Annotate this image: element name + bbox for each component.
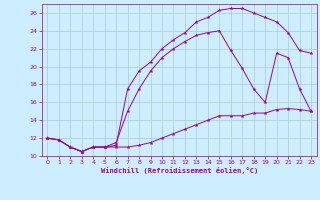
X-axis label: Windchill (Refroidissement éolien,°C): Windchill (Refroidissement éolien,°C)	[100, 167, 258, 174]
